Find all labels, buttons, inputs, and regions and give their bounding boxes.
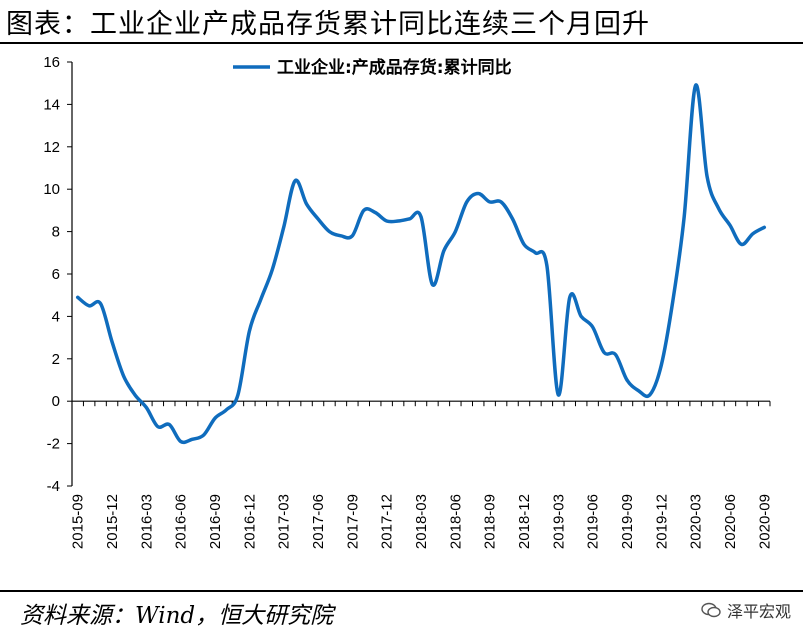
x-tick-label: 2017-06 — [310, 494, 327, 549]
y-axis-ticks: -4 -2 0 2 4 6 8 10 12 14 16 — [43, 54, 72, 495]
y-tick-label: -4 — [47, 478, 60, 495]
y-tick-label: 4 — [52, 308, 60, 325]
page-title: 图表：工业企业产成品存货累计同比连续三个月回升 — [6, 9, 650, 40]
watermark-text: 泽平宏观 — [726, 602, 791, 621]
x-tick-label: 2017-03 — [276, 494, 293, 549]
x-tick-label: 2018-03 — [413, 494, 430, 549]
x-tick-label: 2019-09 — [619, 494, 636, 549]
x-tick-label: 2016-12 — [241, 494, 258, 549]
source-note: 资料来源：Wind，恒大研究院 — [20, 603, 334, 629]
x-tick-label: 2018-09 — [482, 494, 499, 549]
x-tick-label: 2015-12 — [104, 494, 121, 549]
x-tick-label: 2016-03 — [138, 494, 155, 549]
chart-axes — [71, 62, 770, 486]
x-tick-label: 2017-12 — [379, 494, 396, 549]
legend: 工业企业:产成品存货:累计同比 — [233, 57, 512, 78]
x-tick-label: 2019-06 — [585, 494, 602, 549]
y-tick-label: -2 — [47, 436, 60, 453]
x-tick-label: 2015-09 — [70, 494, 87, 549]
x-tick-label: 2017-09 — [344, 494, 361, 549]
y-tick-label: 10 — [43, 181, 60, 198]
x-tick-label: 2019-03 — [550, 494, 567, 549]
y-tick-label: 2 — [52, 351, 60, 368]
series-line — [75, 83, 767, 445]
wechat-icon — [701, 602, 721, 618]
x-tick-label: 2020-03 — [688, 494, 705, 549]
title-divider — [0, 42, 803, 44]
x-tick-label: 2020-09 — [756, 494, 773, 549]
y-tick-label: 12 — [43, 139, 60, 156]
x-tick-label: 2020-06 — [722, 494, 739, 549]
watermark: 泽平宏观 — [701, 598, 791, 622]
x-tick-label: 2018-06 — [447, 494, 464, 549]
x-tick-label: 2019-12 — [653, 494, 670, 549]
y-tick-label: 0 — [52, 393, 60, 410]
source-divider — [0, 590, 803, 592]
y-tick-label: 6 — [52, 266, 60, 283]
x-tick-label: 2018-12 — [516, 494, 533, 549]
x-tick-label: 2016-09 — [207, 494, 224, 549]
x-tick-label: 2016-06 — [173, 494, 190, 549]
x-axis-ticks: 2015-09 2015-12 2016-03 2016-06 2016-09 2016-… — [70, 401, 773, 549]
y-tick-label: 14 — [43, 96, 60, 113]
y-tick-label: 16 — [43, 54, 60, 71]
legend-label: 工业企业:产成品存货:累计同比 — [277, 57, 512, 78]
y-tick-label: 8 — [52, 224, 60, 241]
